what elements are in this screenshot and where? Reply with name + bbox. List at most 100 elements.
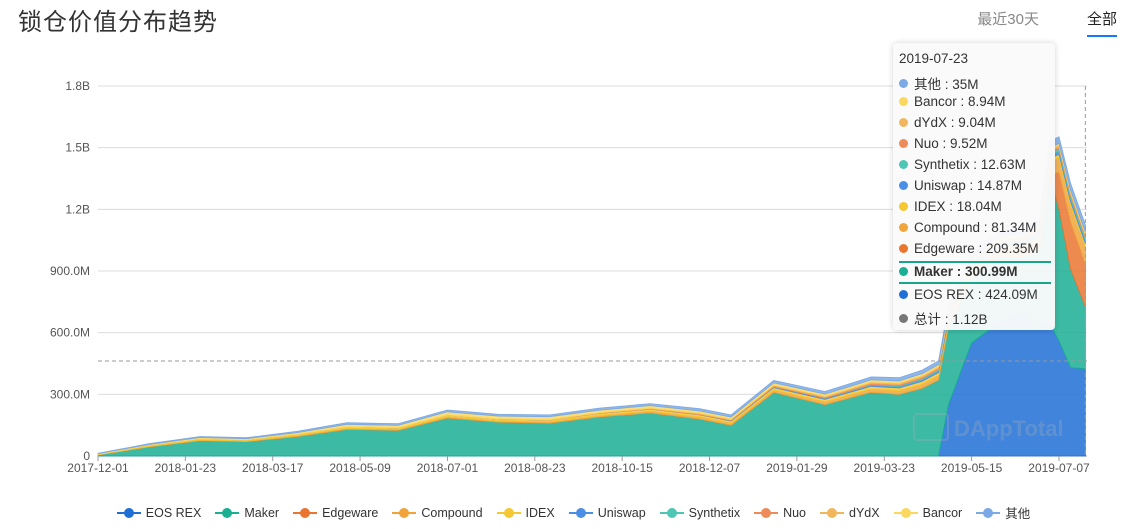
tooltip-row: Nuo : 9.52M xyxy=(899,136,988,151)
legend-label: Bancor xyxy=(922,505,963,520)
x-tick-label: 2019-01-29 xyxy=(766,461,828,475)
tooltip-row: Edgeware : 209.35M xyxy=(899,241,1039,256)
tooltip-row-label: Uniswap : 14.87M xyxy=(914,178,1023,193)
legend-item[interactable]: Maker xyxy=(215,503,279,522)
legend-label: Synthetix xyxy=(688,505,741,520)
legend-item[interactable]: Bancor xyxy=(893,503,963,522)
tooltip-row-label: Compound : 81.34M xyxy=(914,220,1037,235)
watermark: DAppTotal xyxy=(913,413,1064,441)
range-tabs: 最近30天 全部 xyxy=(977,8,1117,37)
tooltip-date: 2019-07-23 xyxy=(899,51,969,66)
page-title: 锁仓价值分布趋势 xyxy=(18,8,218,36)
series-dot-icon xyxy=(899,181,908,190)
tooltip-row: Uniswap : 14.87M xyxy=(899,178,1022,193)
x-tick-label: 2017-12-01 xyxy=(67,461,129,475)
series-dot-icon xyxy=(899,139,908,148)
legend-label: Compound xyxy=(421,505,483,520)
tooltip-row: Bancor : 8.94M xyxy=(899,94,1006,109)
y-tick-label: 1.5B xyxy=(65,141,90,155)
series-dot-icon xyxy=(899,244,908,253)
tooltip-row-label: Synthetix : 12.63M xyxy=(914,157,1026,172)
tooltip-row: 其他 : 35M xyxy=(899,73,979,93)
series-dot-icon xyxy=(899,160,908,169)
watermark-text: DAppTotal xyxy=(954,416,1064,441)
y-tick-label: 0 xyxy=(83,449,90,463)
series-dot-icon xyxy=(899,202,908,211)
legend-item[interactable]: Compound xyxy=(392,503,483,522)
x-tick-label: 2018-12-07 xyxy=(679,461,741,475)
y-tick-label: 300.0M xyxy=(50,387,90,401)
tooltip-row-label: Nuo : 9.52M xyxy=(914,136,988,151)
legend-marker-icon xyxy=(976,507,1001,518)
x-tick-label: 2018-08-23 xyxy=(504,461,566,475)
legend-marker-icon xyxy=(754,507,779,518)
legend-label: 其他 xyxy=(1005,507,1031,521)
series-dot-icon xyxy=(899,223,908,232)
tooltip-row: Maker : 300.99M xyxy=(899,264,1018,279)
legend-item[interactable]: EOS REX xyxy=(116,503,202,522)
y-tick-label: 900.0M xyxy=(50,264,90,278)
legend-label: EOS REX xyxy=(145,505,202,520)
x-tick-label: 2019-03-23 xyxy=(854,461,916,475)
x-tick-label: 2018-05-09 xyxy=(329,461,391,475)
tooltip-row-label: dYdX : 9.04M xyxy=(914,115,996,130)
y-axis: 0 300.0M 600.0M 900.0M 1.2B 1.5B 1.8B xyxy=(50,79,90,463)
legend-item[interactable]: IDEX xyxy=(496,503,555,522)
legend-marker-icon xyxy=(820,507,845,518)
legend-item[interactable]: Synthetix xyxy=(659,503,741,522)
tooltip-row: EOS REX : 424.09M xyxy=(899,287,1038,302)
tooltip-highlight-line xyxy=(899,261,1051,263)
legend-marker-icon xyxy=(893,507,918,518)
legend-marker-icon xyxy=(659,507,684,518)
tooltip-row-label: 总计 : 1.12B xyxy=(914,312,988,327)
tooltip: 2019-07-23 其他 : 35M Bancor : 8.94M dYdX : … xyxy=(893,43,1055,330)
series-dot-icon xyxy=(899,78,908,88)
legend-label: IDEX xyxy=(525,505,555,520)
legend-label: Uniswap xyxy=(597,505,646,520)
x-tick-label: 2019-07-07 xyxy=(1028,461,1090,475)
x-tick-label: 2018-07-01 xyxy=(417,461,479,475)
y-tick-label: 1.8B xyxy=(65,79,90,93)
x-tick-label: 2018-03-17 xyxy=(242,461,304,475)
tab-all[interactable]: 全部 xyxy=(1086,8,1117,37)
legend-marker-icon xyxy=(568,507,593,518)
watermark-logo-icon xyxy=(913,413,949,441)
tooltip-highlight-line xyxy=(899,282,1051,284)
legend-marker-icon xyxy=(496,507,521,518)
tooltip-row: dYdX : 9.04M xyxy=(899,115,996,130)
series-dot-icon xyxy=(899,290,908,299)
tooltip-row-label: Edgeware : 209.35M xyxy=(914,241,1039,256)
tooltip-row-label: Bancor : 8.94M xyxy=(914,94,1006,109)
legend-label: Nuo xyxy=(783,505,807,520)
legend-item[interactable]: Edgeware xyxy=(293,503,378,522)
legend-item[interactable]: Nuo xyxy=(754,503,806,522)
legend-item[interactable]: dYdX xyxy=(820,503,880,522)
series-dot-icon xyxy=(899,313,908,323)
x-tick-label: 2018-01-23 xyxy=(155,461,217,475)
legend-marker-icon xyxy=(392,507,417,518)
x-axis: 2017-12-01 2018-01-23 2018-03-17 2018-05-09… xyxy=(67,456,1090,475)
tooltip-row-label: 其他 : 35M xyxy=(914,77,979,92)
series-dot-icon xyxy=(899,97,908,106)
tooltip-row: Synthetix : 12.63M xyxy=(899,157,1026,172)
legend-label: Maker xyxy=(244,505,280,520)
x-tick-label: 2018-10-15 xyxy=(591,461,653,475)
legend: EOS REX Maker Edgeware Compound IDEX Uniswap S… xyxy=(0,503,1147,522)
legend-item[interactable]: 其他 xyxy=(976,503,1030,522)
tooltip-row-label: Maker : 300.99M xyxy=(914,264,1018,279)
tooltip-row: Compound : 81.34M xyxy=(899,220,1036,235)
legend-marker-icon xyxy=(116,507,141,518)
tooltip-row-label: EOS REX : 424.09M xyxy=(914,287,1038,302)
area-其他[interactable] xyxy=(97,136,1086,455)
legend-label: dYdX xyxy=(849,505,880,520)
legend-item[interactable]: Uniswap xyxy=(568,503,646,522)
legend-marker-icon xyxy=(293,507,318,518)
tooltip-row-label: IDEX : 18.04M xyxy=(914,199,1002,214)
tooltip-row: 总计 : 1.12B xyxy=(899,308,988,328)
tab-last-30-days[interactable]: 最近30天 xyxy=(977,11,1039,28)
tooltip-row: IDEX : 18.04M xyxy=(899,199,1002,214)
series-dot-icon xyxy=(899,267,908,276)
legend-label: Edgeware xyxy=(322,505,379,520)
series-dot-icon xyxy=(899,118,908,127)
y-tick-label: 1.2B xyxy=(65,202,90,216)
